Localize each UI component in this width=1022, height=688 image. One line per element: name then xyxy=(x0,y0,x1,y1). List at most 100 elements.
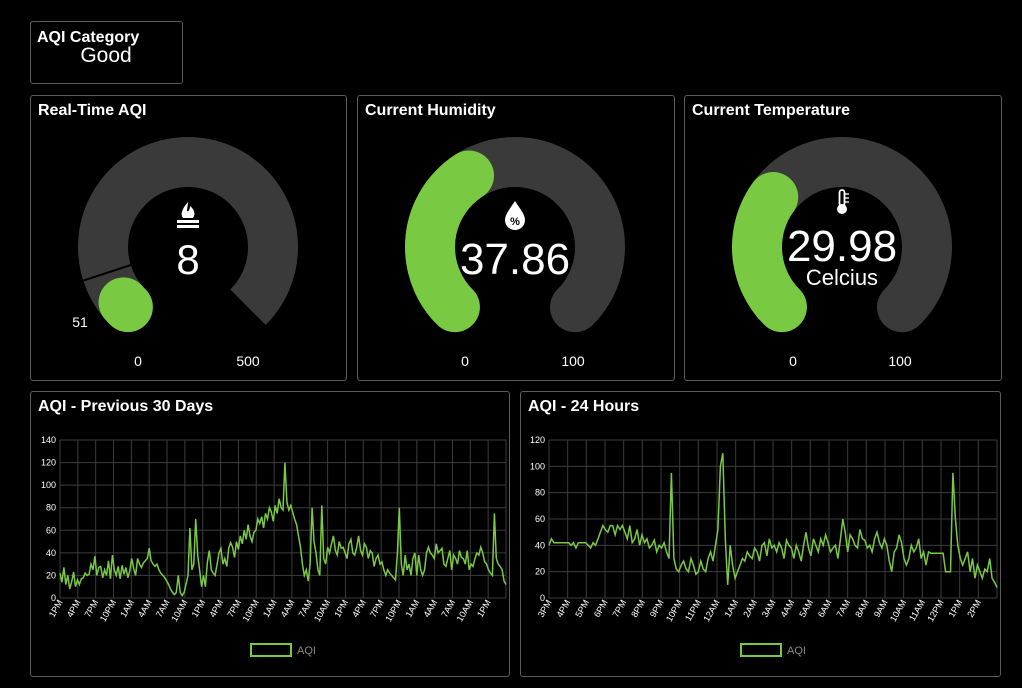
fire-icon xyxy=(177,202,199,228)
aqi-24-hours-x-tick: 1AM xyxy=(722,598,740,619)
aqi-min-label: 0 xyxy=(134,353,142,369)
aqi-30-days-x-tick: 4AM xyxy=(421,598,439,619)
aqi-24-hours-series-line xyxy=(548,453,998,588)
aqi-marker-label: 51 xyxy=(72,314,88,330)
aqi-24-hours-x-tick: 12AM xyxy=(701,598,721,623)
aqi-30-days-x-tick: 10PM xyxy=(383,598,403,623)
aqi-30-days-x-tick: 4PM xyxy=(350,598,368,619)
temperature-gauge: 29.98 Celcius 0 100 xyxy=(732,136,952,369)
aqi-30-days-x-tick: 7PM xyxy=(368,598,386,619)
aqi-30-days-y-tick: 60 xyxy=(46,525,56,535)
aqi-24-hours-chart: 0 20 40 60 80 100 120 3PM 4PM 5PM 6PM 7PM 8PM 9PM10PM… xyxy=(530,435,998,657)
humidity-value: 37.86 xyxy=(460,235,570,284)
aqi-24-hours-x-tick: 9AM xyxy=(872,598,890,619)
aqi-24-hours-x-tick: 3AM xyxy=(760,598,778,619)
aqi-30-days-x-tick: 10AM xyxy=(312,598,332,623)
aqi-24-hours-x-tick: 7AM xyxy=(834,598,852,619)
aqi-30-days-x-tick: 1PM xyxy=(47,598,65,619)
aqi-30-days-x-tick: 7AM xyxy=(154,598,172,619)
temperature-min-label: 0 xyxy=(789,353,797,369)
aqi-30-days-x-tick: 1AM xyxy=(261,598,279,619)
aqi-30-days-x-tick: 1PM xyxy=(332,598,350,619)
aqi-category-value: Good xyxy=(80,44,132,67)
aqi-24-hours-x-tick: 8AM xyxy=(853,598,871,619)
aqi-30-days-legend-swatch xyxy=(250,643,292,657)
temperature-gauge-fill xyxy=(732,136,952,357)
aqi-24-hours-x-tick: 9PM xyxy=(648,598,666,619)
aqi-24-hours-x-tick: 4AM xyxy=(778,598,796,619)
aqi-24-hours-x-tick: 11AM xyxy=(907,598,927,623)
aqi-24-hours-x-tick: 10PM xyxy=(664,598,684,623)
humidity-panel: Current Humidity % 37.86 0 100 xyxy=(357,95,675,381)
aqi-gauge-fill xyxy=(77,136,298,357)
aqi-24-hours-x-tick: 10AM xyxy=(888,598,908,623)
temperature-title: Current Temperature xyxy=(692,102,850,119)
aqi-24-hours-x-tick: 5AM xyxy=(797,598,815,619)
svg-text:%: % xyxy=(510,216,520,228)
humidity-drop-icon: % xyxy=(505,201,525,230)
humidity-min-label: 0 xyxy=(461,353,469,369)
realtime-aqi-gauge: 51 8 0 500 xyxy=(70,136,298,369)
aqi-24-hours-title: AQI - 24 Hours xyxy=(528,398,640,415)
aqi-24-hours-y-tick: 60 xyxy=(535,514,545,524)
aqi-24-hours-grid xyxy=(548,439,998,599)
temperature-panel: Current Temperature 29.98 Celcius 0 100 xyxy=(684,95,1002,381)
aqi-24-hours-x-tick: 5PM xyxy=(573,598,591,619)
aqi-24-hours-legend-label: AQI xyxy=(787,645,806,657)
aqi-24-hours-x-tick: 6PM xyxy=(592,598,610,619)
aqi-value: 8 xyxy=(176,236,199,283)
aqi-30-days-x-tick: 10AM xyxy=(169,598,189,623)
aqi-30-days-y-tick: 120 xyxy=(41,458,56,468)
aqi-30-days-series-line xyxy=(59,462,507,598)
aqi-24-hours-x-tick: 6AM xyxy=(816,598,834,619)
aqi-30-days-x-tick: 4AM xyxy=(136,598,154,619)
aqi-category-title: AQI Category xyxy=(37,29,140,46)
aqi-30-days-x-tick: 1AM xyxy=(118,598,136,619)
aqi-30-days-x-tick: 1PM xyxy=(475,598,493,619)
aqi-30-days-x-tick: 7AM xyxy=(297,598,315,619)
aqi-24-hours-y-tick: 20 xyxy=(535,567,545,577)
aqi-24-hours-x-tick: 11PM xyxy=(683,598,703,623)
aqi-30-days-y-tick: 100 xyxy=(41,480,56,490)
aqi-30-days-x-tick: 1AM xyxy=(404,598,422,619)
aqi-24-hours-y-tick: 80 xyxy=(535,488,545,498)
aqi-30-days-title: AQI - Previous 30 Days xyxy=(38,398,214,415)
aqi-30-days-x-tick: 1PM xyxy=(190,598,208,619)
aqi-24-hours-x-tick: 3PM xyxy=(536,598,554,619)
aqi-max-label: 500 xyxy=(236,353,260,369)
realtime-aqi-title: Real-Time AQI xyxy=(38,102,147,119)
aqi-24-hours-panel: AQI - 24 Hours 0 20 40 60 80 100 120 3PM 4PM 5PM 6… xyxy=(520,391,1001,677)
aqi-30-days-y-tick: 140 xyxy=(41,435,56,445)
aqi-30-days-y-tick: 20 xyxy=(46,570,56,580)
aqi-24-hours-y-tick: 0 xyxy=(540,593,545,603)
thermometer-icon xyxy=(837,189,849,214)
aqi-30-days-x-tick: 10AM xyxy=(455,598,475,623)
aqi-24-hours-x-tick: 4PM xyxy=(554,598,572,619)
aqi-30-days-x-tick: 7PM xyxy=(82,598,100,619)
aqi-30-days-legend-label: AQI xyxy=(297,645,316,657)
aqi-24-hours-legend-swatch xyxy=(740,643,782,657)
aqi-30-days-panel: AQI - Previous 30 Days 0 20 40 60 80 100 120 14… xyxy=(30,391,510,677)
aqi-30-days-y-tick: 80 xyxy=(46,503,56,513)
aqi-24-hours-x-tick: 1PM xyxy=(946,598,964,619)
humidity-title: Current Humidity xyxy=(365,102,496,119)
aqi-24-hours-y-tick: 40 xyxy=(535,540,545,550)
temperature-value: 29.98 xyxy=(787,222,897,271)
aqi-30-days-x-tick: 4PM xyxy=(207,598,225,619)
aqi-24-hours-y-tick: 120 xyxy=(530,435,545,445)
aqi-gauge-marker xyxy=(70,263,133,286)
temperature-unit: Celcius xyxy=(806,265,878,290)
aqi-24-hours-y-tick: 100 xyxy=(530,461,545,471)
temperature-max-label: 100 xyxy=(888,353,912,369)
aqi-24-hours-x-tick: 12PM xyxy=(925,598,945,623)
aqi-30-days-x-tick: 10PM xyxy=(241,598,261,623)
aqi-30-days-x-tick: 10PM xyxy=(98,598,118,623)
aqi-24-hours-x-tick: 2AM xyxy=(741,598,759,619)
aqi-24-hours-x-tick: 7PM xyxy=(610,598,628,619)
aqi-30-days-y-tick: 0 xyxy=(51,593,56,603)
realtime-aqi-panel: Real-Time AQI 51 8 0 500 xyxy=(30,95,347,381)
aqi-24-hours-x-tick: 2PM xyxy=(965,598,983,619)
aqi-24-hours-x-tick: 8PM xyxy=(629,598,647,619)
humidity-max-label: 100 xyxy=(561,353,585,369)
